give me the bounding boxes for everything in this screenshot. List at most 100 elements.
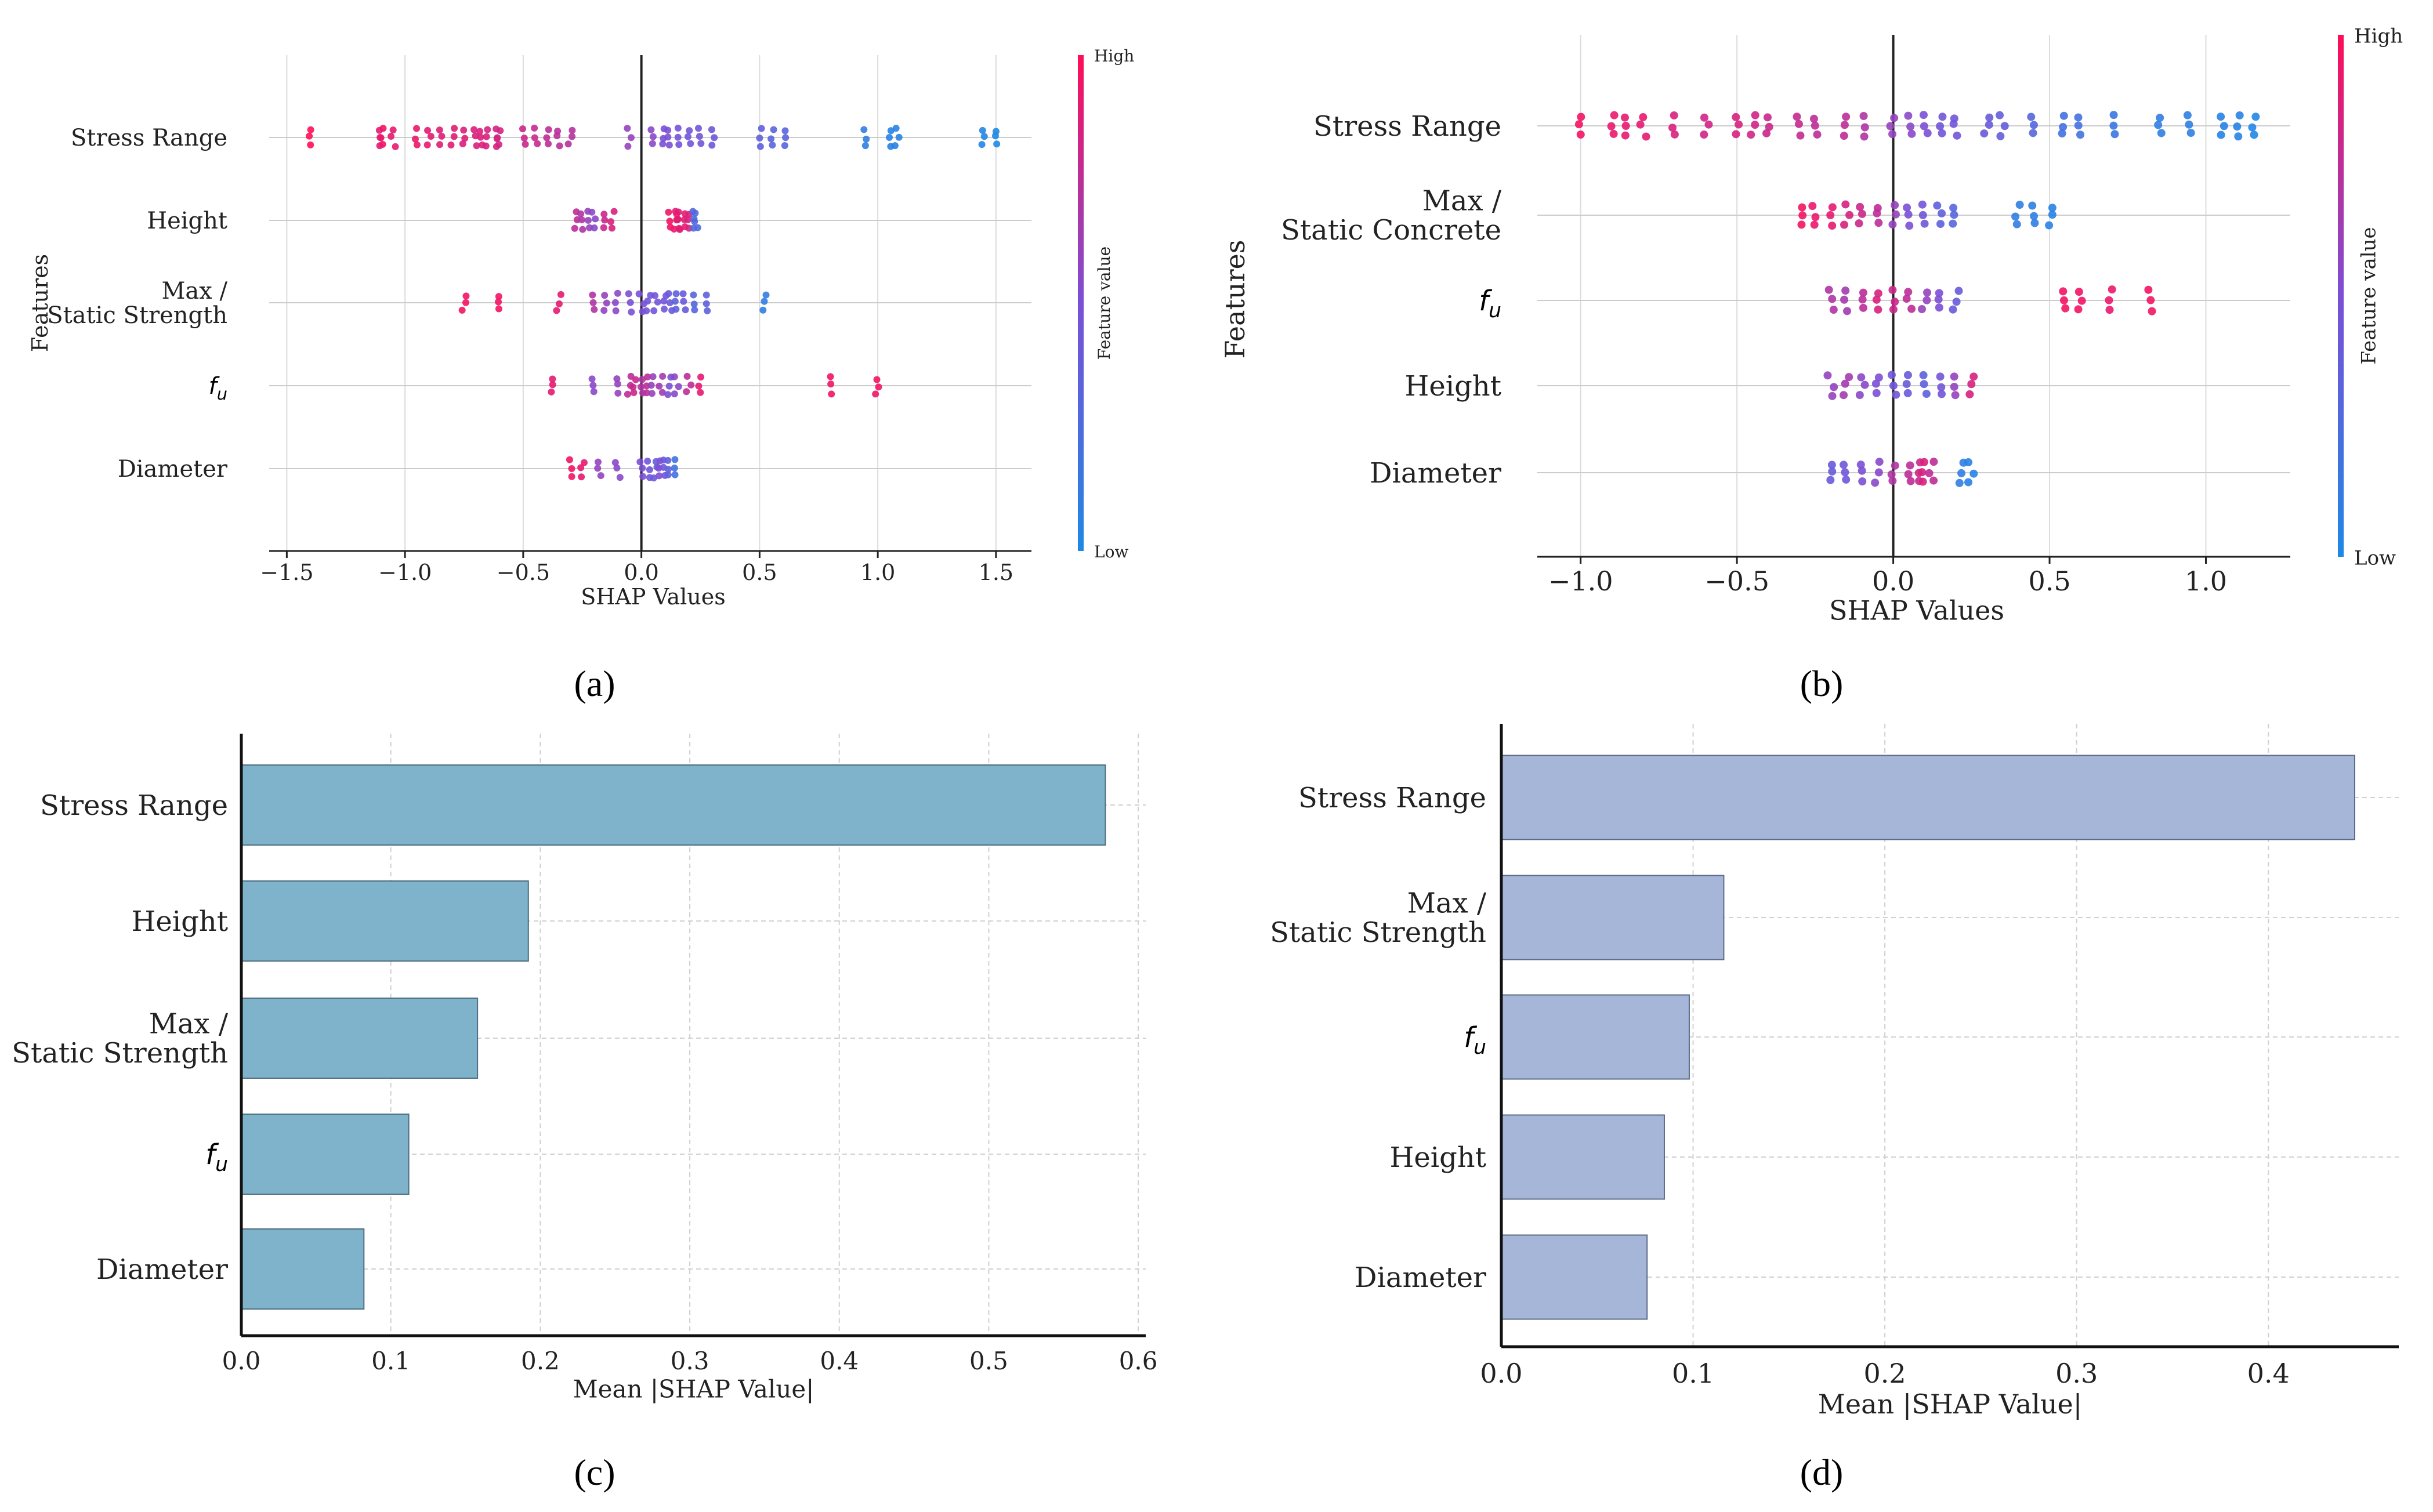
data-point bbox=[614, 389, 622, 397]
data-point bbox=[980, 133, 988, 140]
data-point bbox=[1985, 113, 1994, 122]
data-point bbox=[1796, 131, 1805, 140]
data-point bbox=[647, 126, 655, 133]
data-point bbox=[1929, 458, 1938, 466]
data-point bbox=[1969, 469, 1978, 478]
bar bbox=[241, 1114, 410, 1195]
data-point bbox=[1923, 129, 1932, 137]
data-point bbox=[643, 389, 650, 397]
data-point bbox=[597, 472, 604, 480]
data-point bbox=[557, 291, 564, 298]
data-point bbox=[522, 140, 529, 148]
data-point bbox=[632, 376, 639, 383]
data-point bbox=[1920, 380, 1928, 389]
data-point bbox=[1904, 470, 1913, 478]
data-point bbox=[672, 306, 680, 313]
data-point bbox=[2148, 307, 2156, 316]
chart-a: Stress Range Height Max /Static Strength fu… bbox=[27, 46, 1134, 610]
data-point bbox=[1860, 123, 1869, 132]
data-point bbox=[1888, 477, 1897, 485]
data-point bbox=[1906, 122, 1915, 131]
data-point bbox=[1700, 113, 1708, 122]
x-axis-label: Mean |SHAP Value| bbox=[573, 1375, 814, 1403]
data-point bbox=[2012, 220, 2021, 229]
data-point bbox=[548, 388, 555, 396]
data-point bbox=[1639, 113, 1648, 122]
bar bbox=[1501, 1234, 1648, 1320]
x-tick-label: 0.0 bbox=[222, 1347, 261, 1375]
data-point bbox=[1996, 111, 2004, 119]
data-point bbox=[458, 306, 466, 314]
bar bbox=[1501, 875, 1725, 960]
data-point bbox=[683, 372, 691, 380]
data-point bbox=[675, 141, 683, 148]
data-point bbox=[886, 134, 893, 142]
data-point bbox=[579, 226, 586, 233]
data-point bbox=[1887, 470, 1896, 479]
x-tick-label: 0.0 bbox=[1480, 1358, 1522, 1389]
data-point bbox=[696, 133, 703, 140]
data-point bbox=[586, 224, 593, 231]
data-point bbox=[2235, 111, 2244, 119]
data-point bbox=[477, 133, 484, 141]
chart-c: Stress Range Height Max /Static Strength fu… bbox=[12, 734, 1158, 1403]
data-point bbox=[2220, 122, 2228, 130]
data-point bbox=[447, 142, 455, 149]
data-point bbox=[635, 290, 643, 298]
data-point bbox=[1704, 120, 1713, 129]
x-tick-label: 0.2 bbox=[521, 1347, 560, 1375]
feature-label: Static Strength bbox=[47, 302, 227, 329]
data-point bbox=[577, 210, 585, 217]
data-point bbox=[1964, 478, 1973, 487]
x-tick-label: 1.0 bbox=[2185, 565, 2227, 597]
data-point bbox=[460, 126, 468, 134]
data-point bbox=[1668, 124, 1677, 132]
data-point bbox=[1621, 131, 1630, 140]
data-point bbox=[600, 224, 607, 231]
data-point bbox=[680, 298, 687, 305]
data-point bbox=[875, 383, 882, 391]
data-point bbox=[1856, 202, 1864, 211]
data-point bbox=[531, 124, 538, 132]
data-point bbox=[2233, 122, 2242, 131]
data-point bbox=[613, 375, 621, 383]
x-tick-label: 0.5 bbox=[969, 1347, 1008, 1375]
x-tick-label: 0.1 bbox=[1672, 1358, 1714, 1389]
data-point bbox=[2105, 296, 2113, 304]
data-point bbox=[545, 140, 552, 147]
data-point bbox=[2015, 200, 2024, 209]
data-point bbox=[691, 306, 698, 314]
data-point bbox=[616, 474, 624, 481]
data-point bbox=[644, 373, 651, 380]
data-point bbox=[376, 142, 383, 150]
data-point bbox=[549, 381, 556, 389]
data-point bbox=[1670, 111, 1678, 119]
data-point bbox=[639, 465, 646, 472]
x-tick-label: 0.0 bbox=[1872, 565, 1914, 597]
data-point bbox=[588, 208, 596, 216]
data-point bbox=[594, 465, 602, 472]
data-point bbox=[2029, 121, 2038, 129]
data-point bbox=[1907, 304, 1916, 313]
data-point bbox=[307, 126, 314, 133]
data-point bbox=[781, 142, 788, 150]
bar bbox=[241, 1228, 365, 1310]
data-point bbox=[1843, 307, 1852, 316]
data-point bbox=[2030, 212, 2039, 220]
feature-label: Height bbox=[147, 208, 227, 234]
data-point bbox=[1890, 114, 1899, 122]
x-tick-label: 0.0 bbox=[624, 560, 658, 585]
data-point bbox=[1810, 220, 1819, 229]
data-point bbox=[1936, 122, 1945, 130]
data-point bbox=[450, 133, 458, 140]
colorbar-low-label: Low bbox=[1094, 542, 1128, 561]
data-point bbox=[462, 292, 470, 300]
data-point bbox=[495, 305, 502, 313]
data-point bbox=[659, 372, 667, 380]
x-tick-label: 0.2 bbox=[1864, 1358, 1906, 1389]
x-tick-label: −0.5 bbox=[497, 560, 550, 585]
data-point bbox=[423, 141, 431, 148]
data-point bbox=[1969, 372, 1978, 381]
data-point bbox=[411, 135, 419, 143]
data-point bbox=[650, 474, 657, 482]
